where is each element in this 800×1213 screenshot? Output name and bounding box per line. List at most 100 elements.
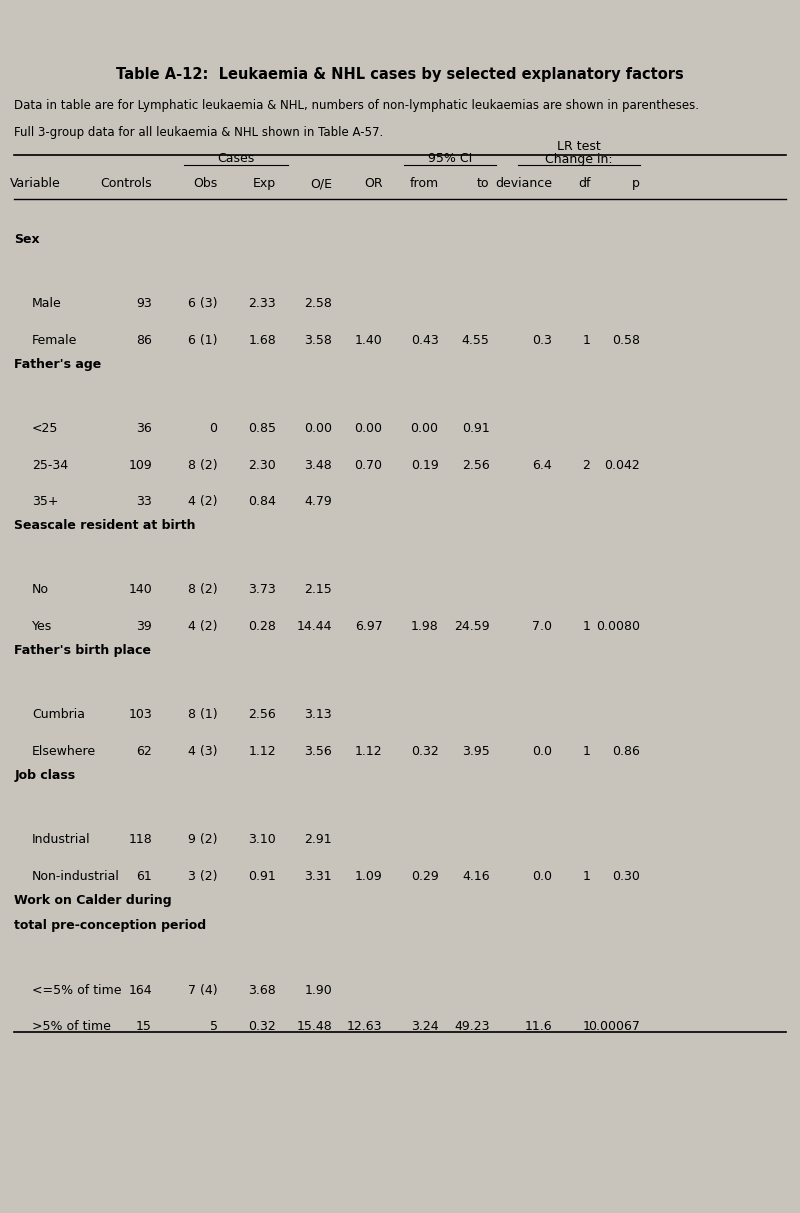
Text: 0.85: 0.85 [248, 422, 276, 435]
Text: Change in:: Change in: [546, 153, 613, 166]
Text: 109: 109 [128, 459, 152, 472]
Text: 1.68: 1.68 [248, 334, 276, 347]
Text: 6.4: 6.4 [532, 459, 552, 472]
Text: 1.40: 1.40 [354, 334, 382, 347]
Text: 15: 15 [136, 1020, 152, 1033]
Text: 2.91: 2.91 [304, 833, 332, 847]
Text: 0.00: 0.00 [304, 422, 332, 435]
Text: 3.56: 3.56 [304, 745, 332, 758]
Text: 140: 140 [128, 583, 152, 597]
Text: 0.00: 0.00 [410, 422, 438, 435]
Text: 0.00067: 0.00067 [588, 1020, 640, 1033]
Text: 0.86: 0.86 [612, 745, 640, 758]
Text: 4.79: 4.79 [304, 495, 332, 508]
Text: Elsewhere: Elsewhere [32, 745, 96, 758]
Text: 6 (3): 6 (3) [188, 297, 218, 311]
Text: 0.0: 0.0 [532, 870, 552, 883]
Text: 6 (1): 6 (1) [188, 334, 218, 347]
Text: 1.90: 1.90 [304, 984, 332, 997]
Text: 2.58: 2.58 [304, 297, 332, 311]
Text: Data in table are for Lymphatic leukaemia & NHL, numbers of non-lymphatic leukae: Data in table are for Lymphatic leukaemi… [14, 99, 699, 113]
Text: 0.84: 0.84 [248, 495, 276, 508]
Text: 2.33: 2.33 [248, 297, 276, 311]
Text: 24.59: 24.59 [454, 620, 490, 633]
Text: Exp: Exp [253, 177, 276, 190]
Text: 86: 86 [136, 334, 152, 347]
Text: 1.09: 1.09 [354, 870, 382, 883]
Text: 1: 1 [582, 870, 590, 883]
Text: 0: 0 [210, 422, 218, 435]
Text: 1: 1 [582, 334, 590, 347]
Text: 2.15: 2.15 [304, 583, 332, 597]
Text: Father's age: Father's age [14, 358, 102, 371]
Text: 3.24: 3.24 [410, 1020, 438, 1033]
Text: 5: 5 [210, 1020, 218, 1033]
Text: Cases: Cases [218, 152, 254, 165]
Text: 0.042: 0.042 [604, 459, 640, 472]
Text: 7.0: 7.0 [532, 620, 552, 633]
Text: Sex: Sex [14, 233, 40, 246]
Text: 1: 1 [582, 1020, 590, 1033]
Text: 2: 2 [582, 459, 590, 472]
Text: 0.0: 0.0 [532, 745, 552, 758]
Text: 1: 1 [582, 745, 590, 758]
Text: 0.91: 0.91 [248, 870, 276, 883]
Text: 0.30: 0.30 [612, 870, 640, 883]
Text: 1.98: 1.98 [410, 620, 438, 633]
Text: 0.58: 0.58 [612, 334, 640, 347]
Text: 0.28: 0.28 [248, 620, 276, 633]
Text: Father's birth place: Father's birth place [14, 644, 151, 657]
Text: 3.68: 3.68 [248, 984, 276, 997]
Text: 12.63: 12.63 [347, 1020, 382, 1033]
Text: 1: 1 [582, 620, 590, 633]
Text: Seascale resident at birth: Seascale resident at birth [14, 519, 196, 533]
Text: 4 (2): 4 (2) [188, 495, 218, 508]
Text: p: p [632, 177, 640, 190]
Text: 39: 39 [136, 620, 152, 633]
Text: 1.12: 1.12 [354, 745, 382, 758]
Text: 3.48: 3.48 [304, 459, 332, 472]
Text: 15.48: 15.48 [296, 1020, 332, 1033]
Text: <25: <25 [32, 422, 58, 435]
Text: Obs: Obs [194, 177, 218, 190]
Text: >5% of time: >5% of time [32, 1020, 111, 1033]
Text: 0.91: 0.91 [462, 422, 490, 435]
Text: Industrial: Industrial [32, 833, 90, 847]
Text: Job class: Job class [14, 769, 75, 782]
Text: Work on Calder during: Work on Calder during [14, 894, 172, 907]
Text: 1.12: 1.12 [248, 745, 276, 758]
Text: No: No [32, 583, 49, 597]
Text: 3.13: 3.13 [304, 708, 332, 722]
Text: 0.43: 0.43 [410, 334, 438, 347]
Text: 36: 36 [136, 422, 152, 435]
Text: deviance: deviance [495, 177, 552, 190]
Text: 3.73: 3.73 [248, 583, 276, 597]
Text: 95% CI: 95% CI [428, 152, 472, 165]
Text: 4.55: 4.55 [462, 334, 490, 347]
Text: Variable: Variable [10, 177, 60, 190]
Text: 0.3: 0.3 [532, 334, 552, 347]
Text: 0.19: 0.19 [410, 459, 438, 472]
Text: 118: 118 [128, 833, 152, 847]
Text: <=5% of time: <=5% of time [32, 984, 122, 997]
Text: 4.16: 4.16 [462, 870, 490, 883]
Text: 33: 33 [136, 495, 152, 508]
Text: 0.0080: 0.0080 [596, 620, 640, 633]
Text: Cumbria: Cumbria [32, 708, 85, 722]
Text: Female: Female [32, 334, 78, 347]
Text: 2.56: 2.56 [462, 459, 490, 472]
Text: Yes: Yes [32, 620, 52, 633]
Text: from: from [410, 177, 438, 190]
Text: 3.31: 3.31 [304, 870, 332, 883]
Text: O/E: O/E [310, 177, 332, 190]
Text: 8 (2): 8 (2) [188, 459, 218, 472]
Text: 0.32: 0.32 [410, 745, 438, 758]
Text: Full 3-group data for all leukaemia & NHL shown in Table A-57.: Full 3-group data for all leukaemia & NH… [14, 126, 384, 139]
Text: 9 (2): 9 (2) [188, 833, 218, 847]
Text: 2.56: 2.56 [248, 708, 276, 722]
Text: 0.32: 0.32 [248, 1020, 276, 1033]
Text: 8 (1): 8 (1) [188, 708, 218, 722]
Text: 3.95: 3.95 [462, 745, 490, 758]
Text: df: df [578, 177, 590, 190]
Text: Table A-12:  Leukaemia & NHL cases by selected explanatory factors: Table A-12: Leukaemia & NHL cases by sel… [116, 67, 684, 81]
